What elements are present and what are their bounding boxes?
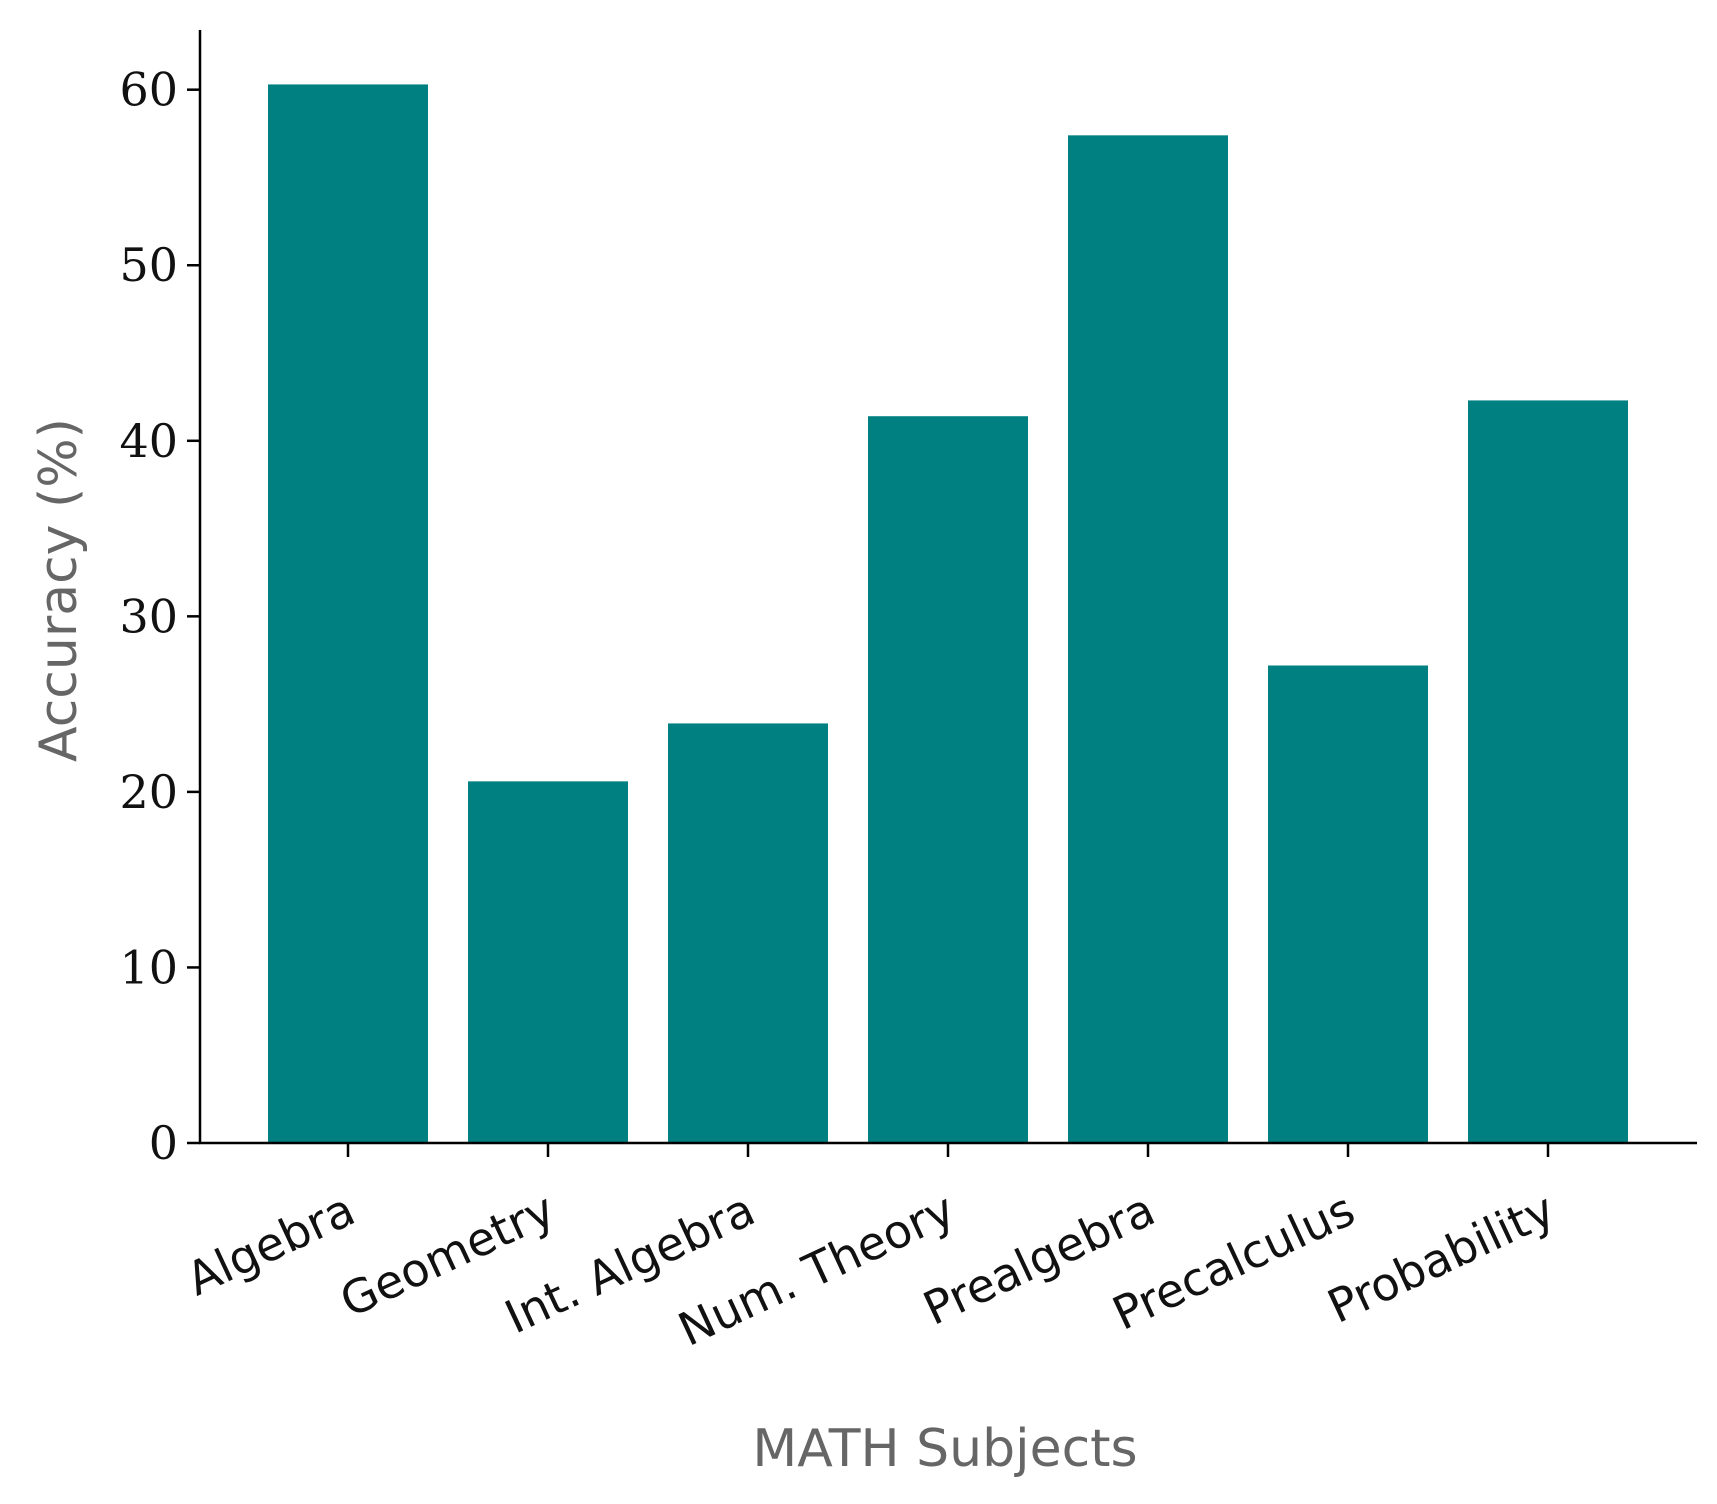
y-tick-label: 10 bbox=[119, 940, 178, 994]
bars-group bbox=[268, 84, 1628, 1144]
y-tick-label: 30 bbox=[119, 589, 178, 643]
x-tick-label: Probability bbox=[1319, 1182, 1562, 1334]
y-tick-label: 40 bbox=[119, 414, 178, 468]
y-tick-label: 0 bbox=[149, 1116, 178, 1170]
x-axis-label: MATH Subjects bbox=[752, 1419, 1137, 1479]
y-axis: 0 10 20 30 40 50 60 bbox=[119, 30, 202, 1170]
y-tick-label: 50 bbox=[119, 238, 178, 292]
bar-precalculus bbox=[1268, 665, 1428, 1143]
bar-geometry bbox=[468, 781, 628, 1143]
bar-prealgebra bbox=[1068, 135, 1228, 1143]
bar-int-algebra bbox=[668, 723, 828, 1143]
bar-num-theory bbox=[868, 416, 1028, 1144]
bar-probability bbox=[1468, 400, 1628, 1144]
bar-algebra bbox=[268, 84, 428, 1143]
y-tick-label: 20 bbox=[119, 765, 178, 819]
y-axis-label: Accuracy (%) bbox=[29, 418, 89, 762]
y-tick-label: 60 bbox=[119, 63, 178, 117]
